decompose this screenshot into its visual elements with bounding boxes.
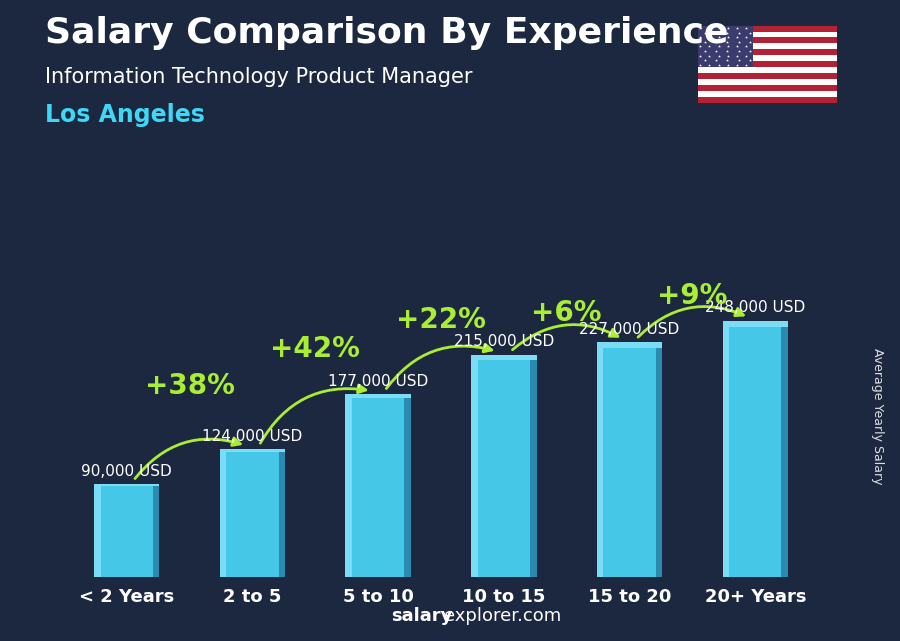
Bar — [698, 31, 837, 37]
Bar — [153, 484, 159, 577]
Bar — [698, 26, 837, 31]
FancyBboxPatch shape — [94, 484, 159, 577]
Text: +22%: +22% — [396, 306, 486, 335]
Bar — [698, 91, 837, 97]
Bar — [472, 354, 536, 360]
Bar — [698, 61, 837, 67]
Bar — [346, 394, 410, 399]
Text: 177,000 USD: 177,000 USD — [328, 374, 428, 388]
Bar — [698, 49, 837, 55]
Bar — [698, 67, 837, 73]
FancyBboxPatch shape — [472, 354, 536, 577]
FancyBboxPatch shape — [346, 394, 410, 577]
Bar — [220, 449, 285, 452]
Text: 227,000 USD: 227,000 USD — [580, 322, 680, 337]
Bar — [698, 79, 837, 85]
Bar — [698, 85, 837, 91]
FancyArrowPatch shape — [638, 306, 743, 337]
Bar — [404, 394, 410, 577]
Text: Los Angeles: Los Angeles — [45, 103, 205, 126]
Text: +42%: +42% — [270, 335, 360, 363]
FancyBboxPatch shape — [723, 320, 788, 577]
Bar — [279, 449, 285, 577]
Bar — [530, 354, 536, 577]
Bar — [597, 342, 603, 577]
Bar — [723, 320, 729, 577]
Text: Salary Comparison By Experience: Salary Comparison By Experience — [45, 16, 728, 50]
Bar — [472, 354, 478, 577]
Text: 90,000 USD: 90,000 USD — [81, 463, 172, 479]
Text: +9%: +9% — [657, 281, 727, 310]
Bar — [781, 320, 788, 577]
Bar — [698, 73, 837, 79]
Bar — [698, 55, 837, 61]
Text: Average Yearly Salary: Average Yearly Salary — [871, 349, 884, 485]
Text: explorer.com: explorer.com — [444, 607, 561, 625]
Bar — [698, 37, 837, 44]
Bar — [94, 484, 159, 486]
Text: 248,000 USD: 248,000 USD — [706, 301, 806, 315]
FancyArrowPatch shape — [135, 438, 240, 479]
Bar — [698, 26, 753, 67]
Bar — [656, 342, 662, 577]
FancyArrowPatch shape — [512, 324, 617, 350]
FancyArrowPatch shape — [386, 344, 491, 388]
Bar — [723, 320, 788, 327]
Bar — [698, 97, 837, 103]
Text: +38%: +38% — [145, 372, 235, 399]
Text: Information Technology Product Manager: Information Technology Product Manager — [45, 67, 473, 87]
Text: 215,000 USD: 215,000 USD — [454, 335, 554, 349]
FancyArrowPatch shape — [260, 385, 365, 443]
Text: salary: salary — [392, 607, 453, 625]
Bar — [346, 394, 352, 577]
FancyBboxPatch shape — [597, 342, 662, 577]
Bar — [94, 484, 101, 577]
Bar — [597, 342, 662, 348]
Bar — [698, 44, 837, 49]
Text: 124,000 USD: 124,000 USD — [202, 429, 302, 444]
Text: +6%: +6% — [532, 299, 602, 328]
FancyBboxPatch shape — [220, 449, 285, 577]
Bar — [220, 449, 226, 577]
